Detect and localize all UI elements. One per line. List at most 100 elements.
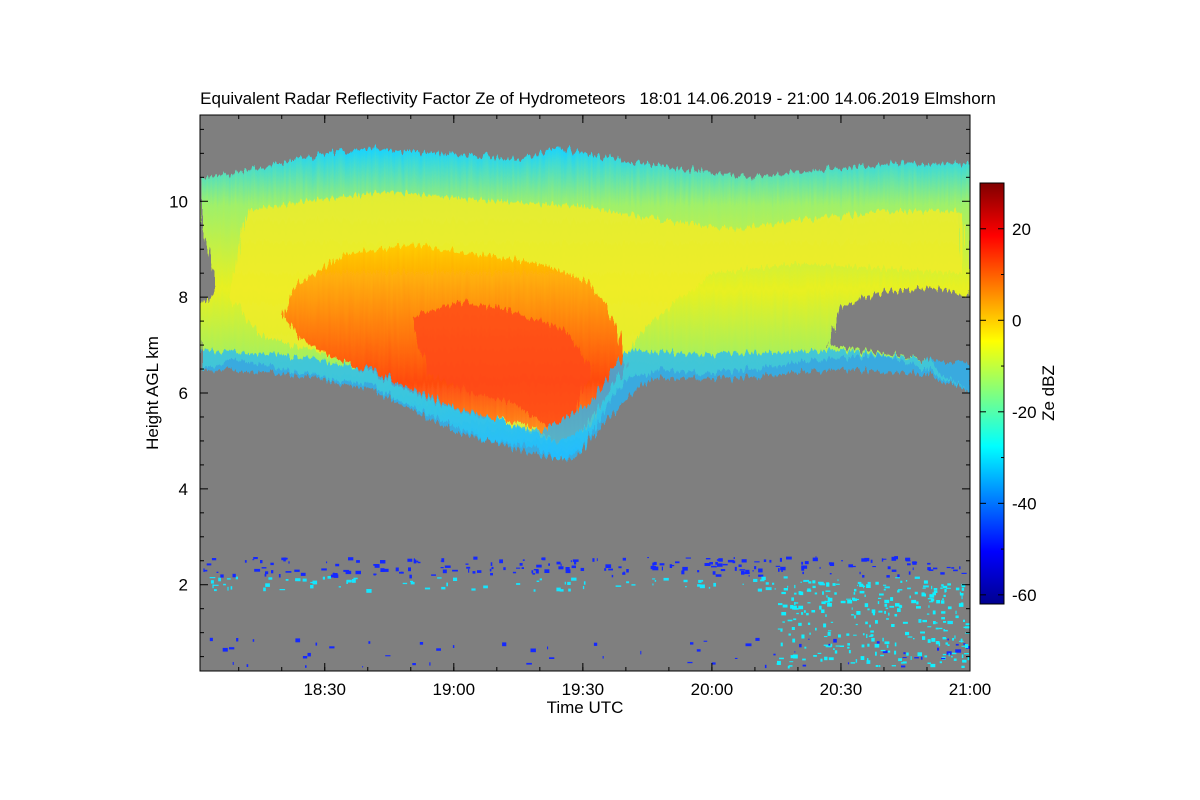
clutter-pixel [875,665,879,667]
clutter-pixel [429,662,431,666]
clutter-pixel [947,620,953,625]
clutter-pixel [712,571,716,575]
clutter-pixel [897,608,901,612]
clutter-pixel [883,588,886,591]
clutter-pixel [865,621,868,625]
clutter-pixel [490,573,493,576]
clutter-pixel [823,644,829,646]
clutter-pixel [605,564,612,568]
clutter-pixel [825,600,830,603]
clutter-pixel [791,627,795,630]
clutter-pixel [417,561,421,564]
clutter-pixel [846,598,851,600]
clutter-pixel [964,653,969,655]
clutter-pixel [279,589,286,591]
clutter-pixel [846,633,850,636]
clutter-pixel [285,579,289,581]
clutter-pixel [948,653,950,657]
clutter-pixel [891,556,897,561]
clutter-pixel [821,601,826,604]
clutter-pixel [943,594,946,597]
clutter-pixel [618,566,622,569]
clutter-pixel [285,571,292,573]
clutter-pixel [853,592,856,595]
clutter-pixel [958,603,964,607]
clutter-pixel [947,638,949,641]
clutter-pixel [335,563,340,567]
clutter-pixel [783,588,788,591]
clutter-pixel [483,585,488,589]
clutter-pixel [775,565,781,567]
clutter-pixel [862,575,865,578]
clutter-pixel [536,564,542,568]
clutter-pixel [436,648,441,651]
clutter-pixel [321,568,327,571]
clutter-pixel [947,644,950,646]
clutter-pixel [833,648,835,650]
clutter-pixel [419,642,424,645]
clutter-pixel [407,558,413,562]
clutter-pixel [878,610,883,613]
clutter-pixel [850,662,856,664]
clutter-pixel [268,577,273,580]
clutter-pixel [905,580,908,582]
clutter-pixel [941,584,944,587]
clutter-pixel [932,610,936,615]
clutter-pixel [519,563,523,566]
clutter-pixel [734,566,737,571]
clutter-pixel [531,570,534,574]
clutter-pixel [329,646,335,649]
clutter-pixel [818,581,822,584]
clutter-pixel [806,612,809,616]
clutter-pixel [441,558,445,563]
clutter-pixel [886,575,890,578]
clutter-pixel [848,650,851,654]
clutter-pixel [911,599,917,604]
clutter-pixel [819,566,821,569]
clutter-pixel [763,559,767,562]
clutter-pixel [857,581,862,585]
clutter-pixel [718,558,723,562]
clutter-pixel [942,653,947,656]
clutter-pixel [789,661,794,663]
clutter-pixel [640,650,642,655]
clutter-pixel [907,636,913,638]
clutter-pixel [295,638,301,643]
clutter-pixel [916,606,921,609]
clutter-pixel [226,578,231,580]
clutter-pixel [235,576,238,580]
clutter-pixel [709,562,713,565]
clutter-pixel [305,665,307,668]
clutter-pixel [468,568,470,573]
clutter-pixel [951,567,955,569]
clutter-pixel [891,624,895,627]
clutter-pixel [608,568,613,571]
clutter-pixel [822,591,824,595]
x-axis-label: Time UTC [547,698,624,717]
clutter-pixel [444,565,451,568]
clutter-pixel [781,569,783,572]
clutter-pixel [936,622,938,624]
clutter-pixel [516,583,521,585]
clutter-pixel [659,563,665,566]
clutter-pixel [622,557,626,561]
clutter-pixel [898,658,902,662]
clutter-pixel [808,638,810,640]
clutter-pixel [940,587,943,589]
clutter-pixel [783,576,788,579]
clutter-pixel [927,626,932,628]
clutter-pixel [835,645,841,647]
clutter-pixel [871,637,875,642]
clutter-pixel [310,585,314,589]
clutter-pixel [890,597,894,601]
clutter-pixel [781,591,786,595]
clutter-pixel [878,597,882,599]
clutter-pixel [568,588,571,592]
clutter-pixel [539,578,542,581]
clutter-pixel [851,614,854,616]
clutter-pixel [961,595,963,600]
clutter-pixel [941,658,946,660]
clutter-pixel [832,583,836,586]
clutter-pixel [564,581,566,585]
